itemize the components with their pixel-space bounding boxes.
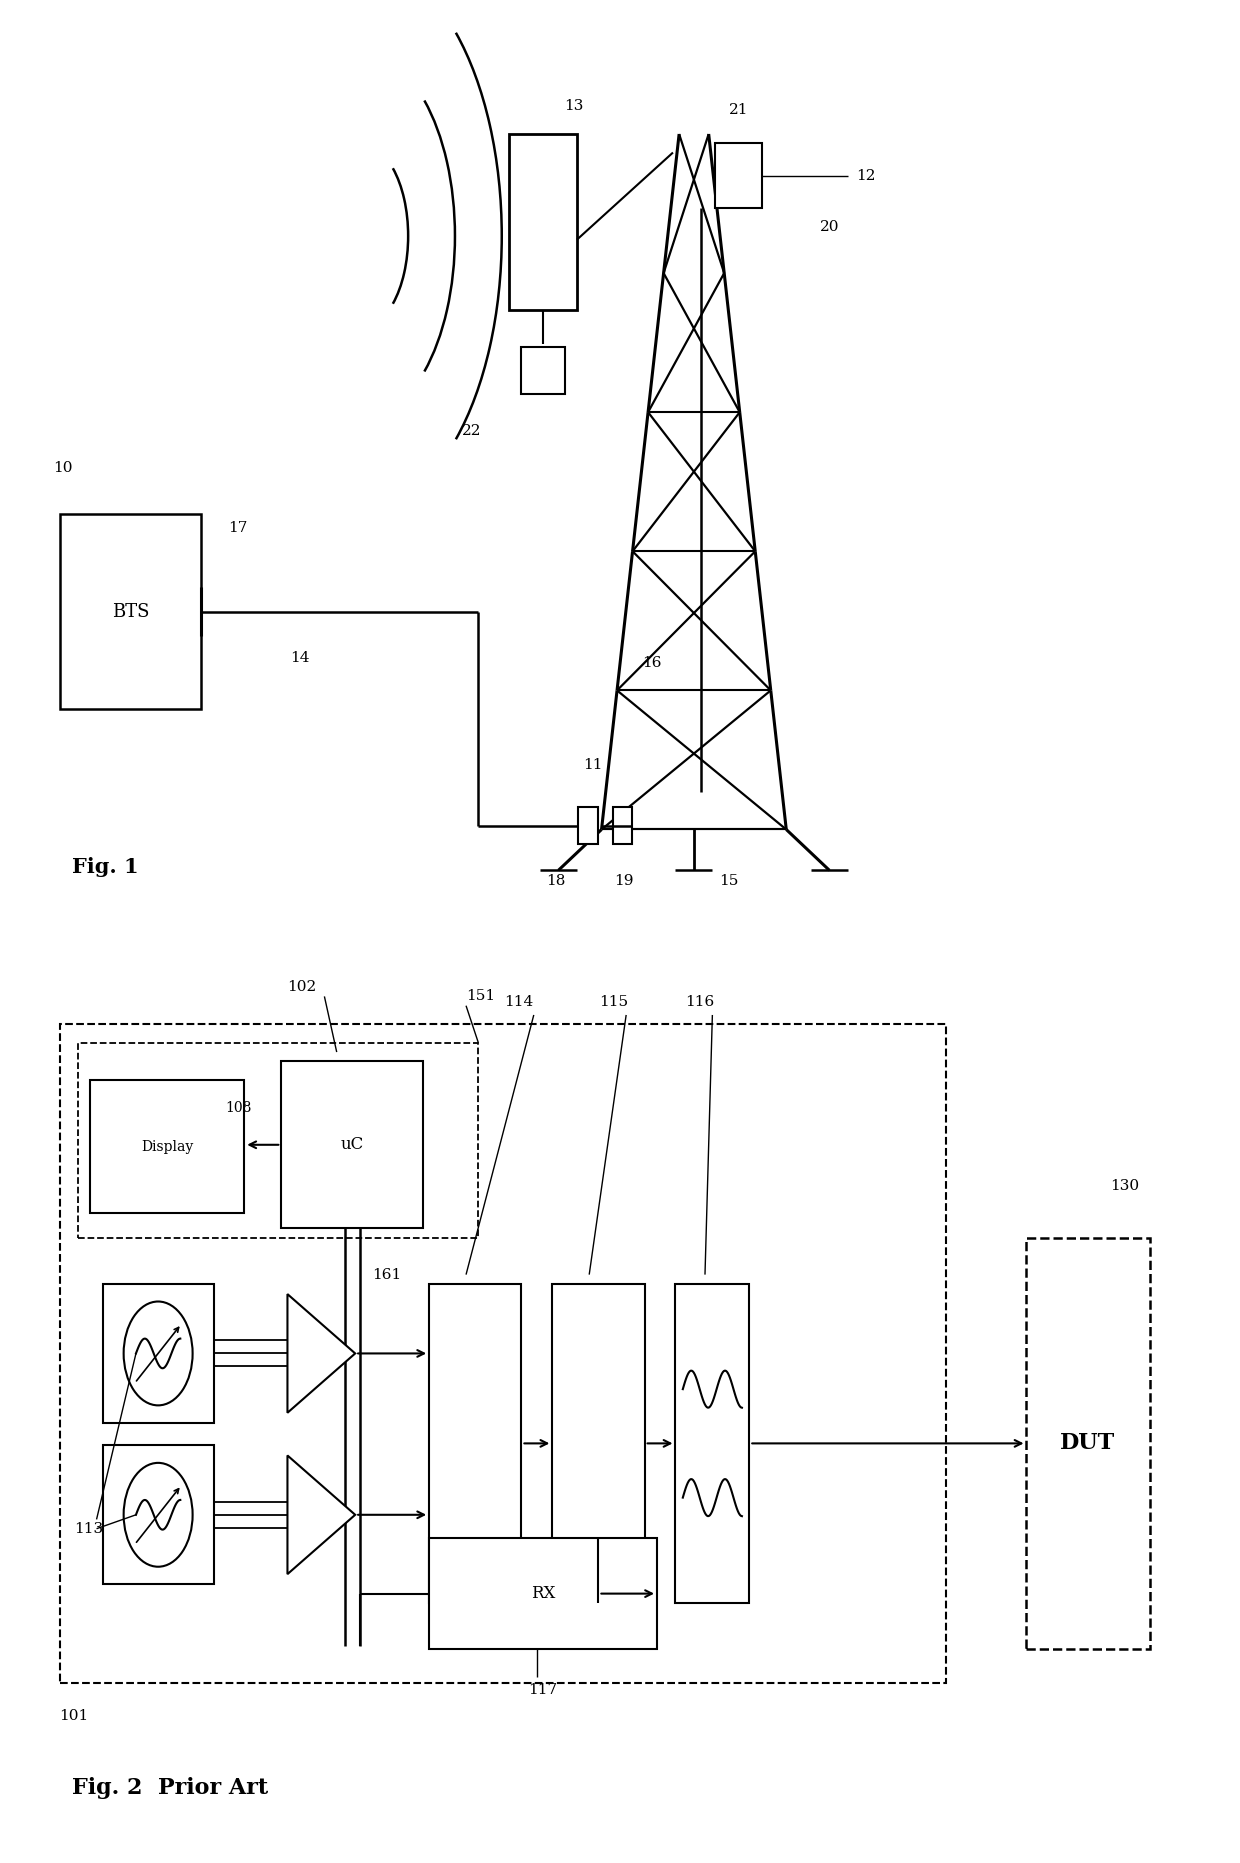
FancyBboxPatch shape <box>281 1062 423 1228</box>
Text: 16: 16 <box>642 656 662 669</box>
Text: 11: 11 <box>583 758 603 771</box>
FancyBboxPatch shape <box>676 1284 749 1602</box>
FancyBboxPatch shape <box>613 807 632 844</box>
Text: 22: 22 <box>461 423 481 438</box>
FancyBboxPatch shape <box>429 1284 522 1602</box>
Text: 101: 101 <box>60 1708 89 1723</box>
FancyBboxPatch shape <box>521 347 565 393</box>
Text: 15: 15 <box>719 874 738 889</box>
Text: 130: 130 <box>1111 1179 1140 1192</box>
Text: uC: uC <box>341 1136 363 1153</box>
Text: 10: 10 <box>53 460 73 475</box>
Text: BTS: BTS <box>112 602 149 620</box>
Text: Fig. 2  Prior Art: Fig. 2 Prior Art <box>72 1777 268 1800</box>
FancyBboxPatch shape <box>578 807 598 844</box>
Polygon shape <box>288 1295 355 1412</box>
FancyBboxPatch shape <box>552 1284 645 1602</box>
Text: 21: 21 <box>728 102 748 117</box>
Text: 113: 113 <box>74 1522 103 1535</box>
Text: 12: 12 <box>857 170 877 183</box>
Text: 19: 19 <box>614 874 634 889</box>
Text: 13: 13 <box>564 99 584 114</box>
FancyBboxPatch shape <box>91 1081 244 1213</box>
Text: 161: 161 <box>372 1267 402 1282</box>
Text: 117: 117 <box>528 1682 558 1697</box>
Text: Display: Display <box>141 1140 193 1153</box>
Text: 116: 116 <box>686 995 714 1010</box>
Text: 14: 14 <box>290 650 310 665</box>
Text: 18: 18 <box>547 874 565 889</box>
Text: 102: 102 <box>288 980 316 995</box>
Text: 114: 114 <box>505 995 533 1010</box>
Text: 151: 151 <box>466 989 495 1004</box>
FancyBboxPatch shape <box>60 514 201 710</box>
FancyBboxPatch shape <box>429 1539 657 1649</box>
Text: 108: 108 <box>224 1101 252 1114</box>
Text: 17: 17 <box>228 522 248 535</box>
Polygon shape <box>288 1455 355 1574</box>
Text: DUT: DUT <box>1060 1433 1116 1455</box>
Text: 20: 20 <box>820 220 839 233</box>
Text: Fig. 1: Fig. 1 <box>72 857 139 877</box>
FancyBboxPatch shape <box>510 134 577 309</box>
Text: 115: 115 <box>599 995 629 1010</box>
Text: RX: RX <box>531 1585 556 1602</box>
FancyBboxPatch shape <box>103 1446 213 1584</box>
FancyBboxPatch shape <box>714 143 761 209</box>
FancyBboxPatch shape <box>103 1284 213 1423</box>
